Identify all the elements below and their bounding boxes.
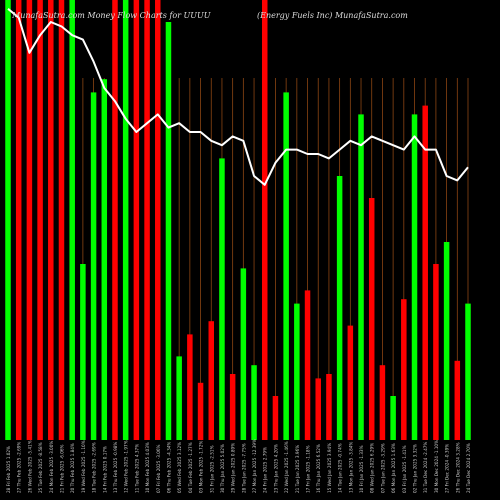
x-tick-label: 18 Tue Feb 2025 -2.69% xyxy=(92,442,97,493)
money-flow-bar xyxy=(69,0,75,440)
money-flow-bar xyxy=(401,299,407,440)
money-flow-bar xyxy=(155,0,161,440)
x-tick-label: 26 Wed Feb 2025 -5.41% xyxy=(27,440,32,493)
money-flow-bar xyxy=(48,0,54,440)
x-tick-label: 06 Mon Jan 2025 1.63% xyxy=(391,443,396,493)
x-tick-label: 13 Thu Feb 2025 -0.98% xyxy=(113,442,118,493)
chart-title-left: MunafaSutra.com Money Flow Charts for UU… xyxy=(12,11,211,20)
money-flow-bar xyxy=(187,334,193,440)
money-flow-bar xyxy=(37,0,43,440)
money-flow-bar xyxy=(240,268,247,440)
money-flow-bar xyxy=(229,374,236,440)
money-flow-bar xyxy=(411,114,418,441)
money-flow-bar xyxy=(379,365,386,440)
money-flow-bar xyxy=(197,382,204,440)
money-flow-bar xyxy=(144,0,150,440)
money-flow-bar xyxy=(294,303,300,440)
x-tick-label: 10 Mon Feb 2025 4.03% xyxy=(145,442,150,493)
money-flow-bar xyxy=(208,321,215,440)
money-flow-bar xyxy=(251,365,257,440)
x-tick-label: 13 Mon Jan 2025 -3.84% xyxy=(348,442,353,493)
money-flow-bar xyxy=(176,356,182,440)
money-flow-bar xyxy=(465,303,471,440)
x-tick-label: 29 Wed Jan 2025 0.89% xyxy=(231,443,236,493)
money-flow-bar xyxy=(433,264,439,440)
x-tick-label: 07 Fri Feb 2025 -3.06% xyxy=(156,444,161,493)
money-flow-bar xyxy=(58,0,65,440)
x-tick-label: 20 Thu Feb 2025 1.84% xyxy=(70,443,75,493)
money-flow-bar xyxy=(90,92,97,441)
x-tick-label: 08 Wed Jan 2025 6.29% xyxy=(370,443,375,493)
x-tick-label: 27 Fri Dec 2024 -0.39% xyxy=(445,444,450,493)
money-flow-bar xyxy=(272,396,279,440)
x-tick-label: 24 Fri Jan 2025 2.79% xyxy=(263,447,268,493)
money-flow-bar xyxy=(133,0,140,440)
x-tick-label: 22 Wed Jan 2025 -1.46% xyxy=(284,441,289,493)
money-flow-bar xyxy=(390,396,396,440)
x-tick-label: 28 Fri Feb 2025 1.02% xyxy=(6,446,11,493)
money-flow-bar xyxy=(454,360,461,440)
x-tick-label: 17 Fri Jan 2025 -1.18% xyxy=(306,445,311,493)
money-flow-bar xyxy=(422,105,428,440)
x-tick-label: 03 Mon Feb 2025 -1.72% xyxy=(199,441,204,493)
x-tick-label: 06 Thu Feb 2025 -4.34% xyxy=(166,442,171,493)
x-tick-label: 30 Thu Jan 2025 5.02% xyxy=(220,444,225,493)
money-flow-bar xyxy=(165,22,172,440)
x-tick-label: 28 Tue Jan 2025 -7.75% xyxy=(241,443,246,493)
money-flow-bar xyxy=(26,0,33,440)
x-tick-labels: 28 Fri Feb 2025 1.02% 27 Thu Feb 2025 -2.… xyxy=(6,439,471,493)
x-tick-label: 25 Tue Feb 2025 -8.58% xyxy=(38,442,43,493)
x-tick-label: 21 Tue Jan 2025 3.96% xyxy=(295,445,300,493)
x-tick-label: 30 Mon Dec 2024 -1.10% xyxy=(434,440,439,493)
x-tick-label: 05 Wed Feb 2025 3.12% xyxy=(177,442,182,493)
x-tick-label: 07 Tue Jan 2025 -3.29% xyxy=(380,443,385,493)
x-tick-label: 19 Wed Feb 2025 -1.10% xyxy=(81,440,86,493)
x-tick-label: 27 Thu Feb 2025 -2.69% xyxy=(17,442,22,493)
money-flow-bar xyxy=(304,290,311,440)
x-tick-label: 27 Mon Jan 2025 -12.39% xyxy=(252,439,257,493)
x-tick-label: 11 Tue Feb 2025 4.37% xyxy=(134,444,139,493)
x-tick-label: 03 Fri Jan 2025 -1.41% xyxy=(402,445,407,493)
money-flow-bar xyxy=(283,92,289,441)
x-tick-label: 10 Fri Jan 2025 -1.33% xyxy=(359,445,364,493)
money-flow-bar xyxy=(122,0,129,440)
x-tick-label: 02 Thu Jan 2025 3.32% xyxy=(413,444,418,493)
money-flow-bar xyxy=(443,242,450,440)
money-flow-bar xyxy=(112,0,118,440)
price-line xyxy=(7,8,469,186)
bars xyxy=(5,0,471,441)
money-flow-bar xyxy=(368,198,375,440)
x-tick-label: 14 Tue Jan 2025 -0.74% xyxy=(338,443,343,493)
money-flow-bar xyxy=(15,0,22,440)
money-flow-bar xyxy=(101,79,108,440)
money-flow-bar xyxy=(358,114,364,441)
money-flow-bar xyxy=(347,325,354,440)
x-tick-label: 31 Tue Dec 2024 -2.47% xyxy=(423,442,428,493)
x-tick-label: 24 Mon Feb 2025 -3.00% xyxy=(49,441,54,493)
money-flow-bar xyxy=(336,176,343,440)
x-tick-label: 23 Thu Jan 2025 4.20% xyxy=(273,444,278,493)
grid-lines xyxy=(7,78,469,440)
money-flow-bar xyxy=(219,158,225,440)
money-flow-bar xyxy=(315,378,321,440)
x-tick-label: 12 Wed Feb 2025 -1.97% xyxy=(124,440,129,493)
x-tick-label: 04 Tue Feb 2025 -1.27% xyxy=(188,442,193,493)
x-tick-label: 21 Fri Feb 2025 -6.06% xyxy=(59,444,64,493)
x-tick-label: 24 Tue Dec 2024 2.70% xyxy=(466,443,471,493)
money-flow-bar xyxy=(261,0,268,440)
money-flow-bar xyxy=(5,0,11,440)
price-line-group xyxy=(7,8,469,186)
x-tick-label: 26 Thu Dec 2024 3.28% xyxy=(455,442,460,493)
x-tick-label: 15 Wed Jan 2025 3.94% xyxy=(327,443,332,493)
money-flow-bar xyxy=(326,374,332,440)
x-tick-label: 31 Fri Jan 2025 -2.51% xyxy=(209,445,214,493)
money-flow-bar xyxy=(80,264,86,440)
x-tick-label: 14 Fri Feb 2025 0.17% xyxy=(102,446,107,493)
chart-title-right: (Energy Fuels Inc) MunafaSutra.com xyxy=(257,11,408,20)
x-tick-label: 16 Thu Jan 2025 6.52% xyxy=(316,444,321,493)
